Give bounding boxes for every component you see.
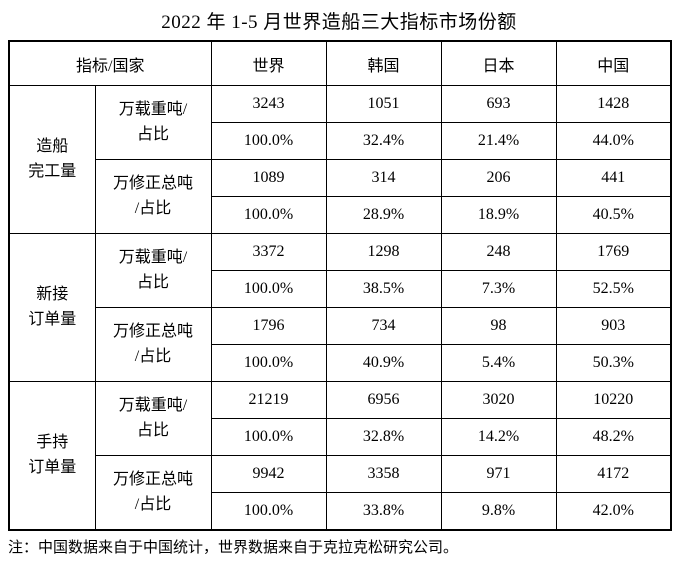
table-row: 万修正总吨 /占比 9942 3358 971 4172 [9, 455, 672, 531]
share-cell: 52.5% [555, 270, 672, 308]
value-cell: 734 [325, 307, 442, 345]
share-cell: 28.9% [325, 196, 442, 234]
metric-label: 万载重吨/ 占比 [94, 233, 212, 308]
value-cell: 314 [325, 159, 442, 197]
table-row: 100.0% 33.8% 9.8% 42.0% [9, 492, 672, 531]
share-cell: 42.0% [555, 492, 672, 531]
metric-label: 万载重吨/ 占比 [94, 381, 212, 456]
value-cell: 21219 [210, 381, 327, 419]
table-row: 100.0% 38.5% 7.3% 52.5% [9, 270, 672, 308]
value-cell: 971 [440, 455, 557, 493]
share-cell: 33.8% [325, 492, 442, 531]
value-cell: 1089 [210, 159, 327, 197]
table-header-row: 指标/国家 世界 韩国 日本 中国 [8, 40, 672, 86]
value-cell: 248 [440, 233, 557, 271]
value-cell: 1298 [325, 233, 442, 271]
value-cell: 1769 [555, 233, 672, 271]
share-cell: 32.4% [325, 122, 442, 160]
metric-label: 万修正总吨 /占比 [94, 307, 212, 382]
share-cell: 7.3% [440, 270, 557, 308]
value-cell: 693 [440, 85, 557, 123]
value-cell: 1051 [325, 85, 442, 123]
value-cell: 10220 [555, 381, 672, 419]
share-cell: 100.0% [210, 122, 327, 160]
value-cell: 903 [555, 307, 672, 345]
table-row: 万修正总吨 /占比 1796 734 98 903 [9, 307, 672, 382]
corner-header-cell: 指标/国家 [8, 40, 212, 86]
column-header-china: 中国 [555, 40, 672, 86]
share-cell: 48.2% [555, 418, 672, 456]
share-cell: 100.0% [210, 270, 327, 308]
table-row: 造船 完工量 万载重吨/ 占比 3243 1051 693 1428 [8, 85, 672, 234]
value-cell: 9942 [210, 455, 327, 493]
value-cell: 3020 [440, 381, 557, 419]
table-row: 新接 订单量 万载重吨/ 占比 3372 1298 248 1769 [8, 233, 672, 382]
share-cell: 9.8% [440, 492, 557, 531]
share-cell: 100.0% [210, 196, 327, 234]
metric-label: 万载重吨/ 占比 [94, 85, 212, 160]
share-cell: 50.3% [555, 344, 672, 382]
share-cell: 100.0% [210, 344, 327, 382]
value-cell: 1796 [210, 307, 327, 345]
table-row: 万修正总吨 /占比 1089 314 206 441 [9, 159, 672, 234]
metric-label: 万修正总吨 /占比 [94, 159, 212, 234]
share-cell: 18.9% [440, 196, 557, 234]
value-cell: 98 [440, 307, 557, 345]
value-cell: 3358 [325, 455, 442, 493]
value-cell: 4172 [555, 455, 672, 493]
value-cell: 3372 [210, 233, 327, 271]
table-row: 手持 订单量 万载重吨/ 占比 21219 6956 3020 10220 [8, 381, 672, 531]
share-cell: 100.0% [210, 492, 327, 531]
value-cell: 441 [555, 159, 672, 197]
table-row: 100.0% 40.9% 5.4% 50.3% [9, 344, 672, 382]
section-label-orderbook: 手持 订单量 [8, 381, 96, 531]
share-cell: 14.2% [440, 418, 557, 456]
market-share-table: 指标/国家 世界 韩国 日本 中国 造船 完工量 万载重吨/ 占比 3243 1… [8, 40, 673, 531]
value-cell: 6956 [325, 381, 442, 419]
column-header-korea: 韩国 [325, 40, 442, 86]
page-title: 2022 年 1-5 月世界造船三大指标市场份额 [161, 12, 517, 33]
table-row: 100.0% 32.4% 21.4% 44.0% [9, 122, 672, 160]
share-cell: 5.4% [440, 344, 557, 382]
table-row: 100.0% 28.9% 18.9% 40.5% [9, 196, 672, 234]
share-cell: 32.8% [325, 418, 442, 456]
share-cell: 38.5% [325, 270, 442, 308]
section-label-new-orders: 新接 订单量 [8, 233, 96, 382]
share-cell: 40.9% [325, 344, 442, 382]
value-cell: 206 [440, 159, 557, 197]
section-label-completions: 造船 完工量 [8, 85, 96, 234]
share-cell: 40.5% [555, 196, 672, 234]
share-cell: 44.0% [555, 122, 672, 160]
share-cell: 100.0% [210, 418, 327, 456]
value-cell: 3243 [210, 85, 327, 123]
column-header-world: 世界 [210, 40, 327, 86]
footnote: 注：中国数据来自于中国统计，世界数据来自于克拉克松研究公司。 [8, 540, 459, 556]
table-row: 100.0% 32.8% 14.2% 48.2% [9, 418, 672, 456]
share-cell: 21.4% [440, 122, 557, 160]
metric-label: 万修正总吨 /占比 [94, 455, 212, 531]
column-header-japan: 日本 [440, 40, 557, 86]
value-cell: 1428 [555, 85, 672, 123]
